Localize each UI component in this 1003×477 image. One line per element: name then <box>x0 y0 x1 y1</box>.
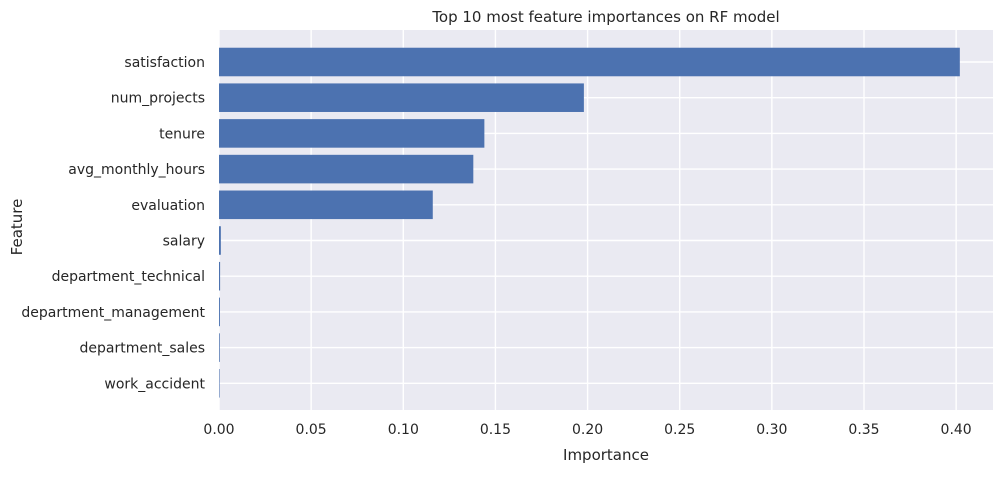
x-tick-labels: 0.00 0.05 0.10 0.15 0.20 0.25 0.30 0.35 0.40 <box>203 422 971 438</box>
y-axis-label: Feature <box>8 199 26 256</box>
x-tick-label: 0.10 <box>388 422 419 438</box>
x-tick-label: 0.00 <box>203 422 234 438</box>
y-tick-label: num_projects <box>111 91 205 107</box>
x-tick-label: 0.20 <box>572 422 603 438</box>
x-axis-label: Importance <box>563 446 649 464</box>
bar-evaluation <box>219 190 433 220</box>
bar-tenure <box>219 119 485 148</box>
x-tick-label: 0.05 <box>296 422 327 438</box>
x-tick-label: 0.35 <box>848 422 879 438</box>
bar-avg-monthly-hours <box>219 154 474 184</box>
y-tick-label: department_management <box>21 305 205 321</box>
y-tick-label: evaluation <box>131 198 205 214</box>
x-tick-label: 0.25 <box>664 422 695 438</box>
chart-title: Top 10 most feature importances on RF mo… <box>431 8 779 26</box>
bar-num-projects <box>219 83 584 112</box>
y-tick-label: avg_monthly_hours <box>68 162 205 178</box>
bar-salary <box>219 226 221 255</box>
y-tick-label: work_accident <box>104 376 205 392</box>
bars <box>219 47 960 398</box>
bar-department-technical <box>219 261 221 291</box>
x-tick-label: 0.40 <box>941 422 972 438</box>
bar-satisfaction <box>219 47 960 77</box>
bar-department-management <box>219 297 220 327</box>
y-tick-label: salary <box>163 234 205 250</box>
bar-work-accident <box>219 369 220 398</box>
bar-department-sales <box>219 333 220 362</box>
x-tick-label: 0.15 <box>480 422 511 438</box>
y-tick-label: tenure <box>159 126 205 142</box>
y-tick-label: department_sales <box>80 341 206 357</box>
y-tick-label: department_technical <box>52 269 205 285</box>
x-tick-label: 0.30 <box>756 422 787 438</box>
y-tick-label: satisfaction <box>124 55 205 71</box>
